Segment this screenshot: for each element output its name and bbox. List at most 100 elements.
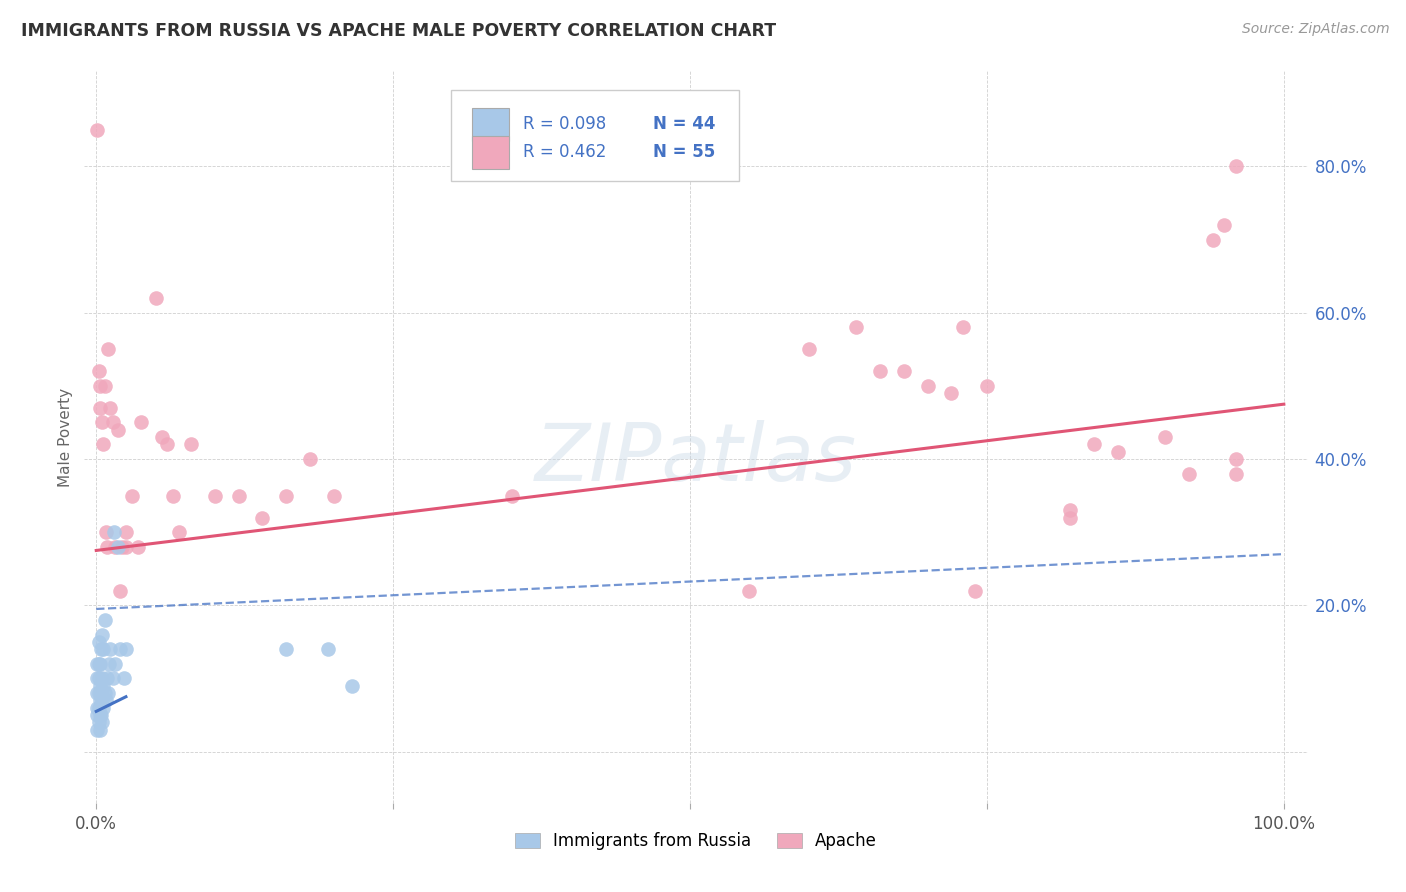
Point xyxy=(87,672,110,686)
FancyBboxPatch shape xyxy=(472,108,509,141)
Point xyxy=(89,657,111,671)
Point xyxy=(89,379,111,393)
Point xyxy=(87,635,110,649)
Point xyxy=(941,386,963,401)
Point xyxy=(93,700,115,714)
Point xyxy=(797,343,820,357)
Point xyxy=(1083,437,1105,451)
Point xyxy=(1107,444,1129,458)
Point xyxy=(101,416,124,430)
Point xyxy=(103,525,125,540)
Point xyxy=(91,627,114,641)
Point xyxy=(1201,233,1223,247)
Point xyxy=(845,320,868,334)
Point xyxy=(963,583,986,598)
Point xyxy=(104,657,127,671)
Point xyxy=(104,540,127,554)
Point xyxy=(1154,430,1177,444)
Point xyxy=(97,686,120,700)
Point xyxy=(93,686,115,700)
Point xyxy=(100,401,122,415)
Point xyxy=(86,700,108,714)
Point xyxy=(93,437,115,451)
Point xyxy=(127,540,149,554)
Point xyxy=(115,642,138,657)
Text: R = 0.462: R = 0.462 xyxy=(523,144,607,161)
Text: N = 44: N = 44 xyxy=(654,115,716,134)
Point xyxy=(91,672,114,686)
Point xyxy=(1059,503,1081,517)
Point xyxy=(96,540,118,554)
Point xyxy=(86,672,108,686)
Point xyxy=(87,364,110,378)
Point xyxy=(90,708,112,723)
Point xyxy=(93,379,115,393)
Point xyxy=(93,679,115,693)
Point xyxy=(228,489,250,503)
Text: R = 0.098: R = 0.098 xyxy=(523,115,607,134)
Text: Source: ZipAtlas.com: Source: ZipAtlas.com xyxy=(1241,22,1389,37)
Point xyxy=(276,642,298,657)
Point xyxy=(340,679,363,693)
Point xyxy=(976,379,998,393)
Legend: Immigrants from Russia, Apache: Immigrants from Russia, Apache xyxy=(509,825,883,856)
Point xyxy=(1225,452,1247,467)
Point xyxy=(738,583,761,598)
Point xyxy=(1225,467,1247,481)
FancyBboxPatch shape xyxy=(472,136,509,169)
Point xyxy=(91,715,114,730)
Point xyxy=(150,430,173,444)
Point xyxy=(501,489,523,503)
Point xyxy=(108,583,131,598)
Point xyxy=(952,320,974,334)
Point xyxy=(162,489,184,503)
Point xyxy=(1225,160,1247,174)
Point xyxy=(87,657,110,671)
Point xyxy=(101,672,124,686)
Point xyxy=(89,679,111,693)
Point xyxy=(204,489,226,503)
Point xyxy=(89,401,111,415)
Point xyxy=(111,540,134,554)
Point xyxy=(89,708,111,723)
Point xyxy=(91,416,114,430)
Point xyxy=(86,123,108,137)
Point xyxy=(87,700,110,714)
Point xyxy=(97,343,120,357)
Point xyxy=(180,437,202,451)
Point xyxy=(131,416,153,430)
Point xyxy=(89,723,111,737)
Point xyxy=(93,613,115,627)
Point xyxy=(90,686,112,700)
Point xyxy=(98,657,121,671)
Point xyxy=(1059,510,1081,524)
Point xyxy=(145,291,167,305)
Point xyxy=(86,657,108,671)
Point xyxy=(87,686,110,700)
Text: ZIPatlas: ZIPatlas xyxy=(534,420,858,498)
Point xyxy=(93,642,115,657)
Point xyxy=(91,693,114,707)
FancyBboxPatch shape xyxy=(451,90,738,181)
Point xyxy=(90,642,112,657)
Point xyxy=(121,489,143,503)
Text: N = 55: N = 55 xyxy=(654,144,716,161)
Point xyxy=(316,642,339,657)
Point xyxy=(86,686,108,700)
Point xyxy=(1178,467,1201,481)
Point xyxy=(322,489,344,503)
Point xyxy=(87,715,110,730)
Y-axis label: Male Poverty: Male Poverty xyxy=(58,387,73,487)
Text: IMMIGRANTS FROM RUSSIA VS APACHE MALE POVERTY CORRELATION CHART: IMMIGRANTS FROM RUSSIA VS APACHE MALE PO… xyxy=(21,22,776,40)
Point xyxy=(94,693,117,707)
Point xyxy=(100,642,122,657)
Point xyxy=(917,379,939,393)
Point xyxy=(156,437,179,451)
Point xyxy=(107,540,129,554)
Point xyxy=(115,525,138,540)
Point xyxy=(86,723,108,737)
Point xyxy=(298,452,321,467)
Point xyxy=(169,525,191,540)
Point xyxy=(252,510,274,524)
Point xyxy=(107,423,129,437)
